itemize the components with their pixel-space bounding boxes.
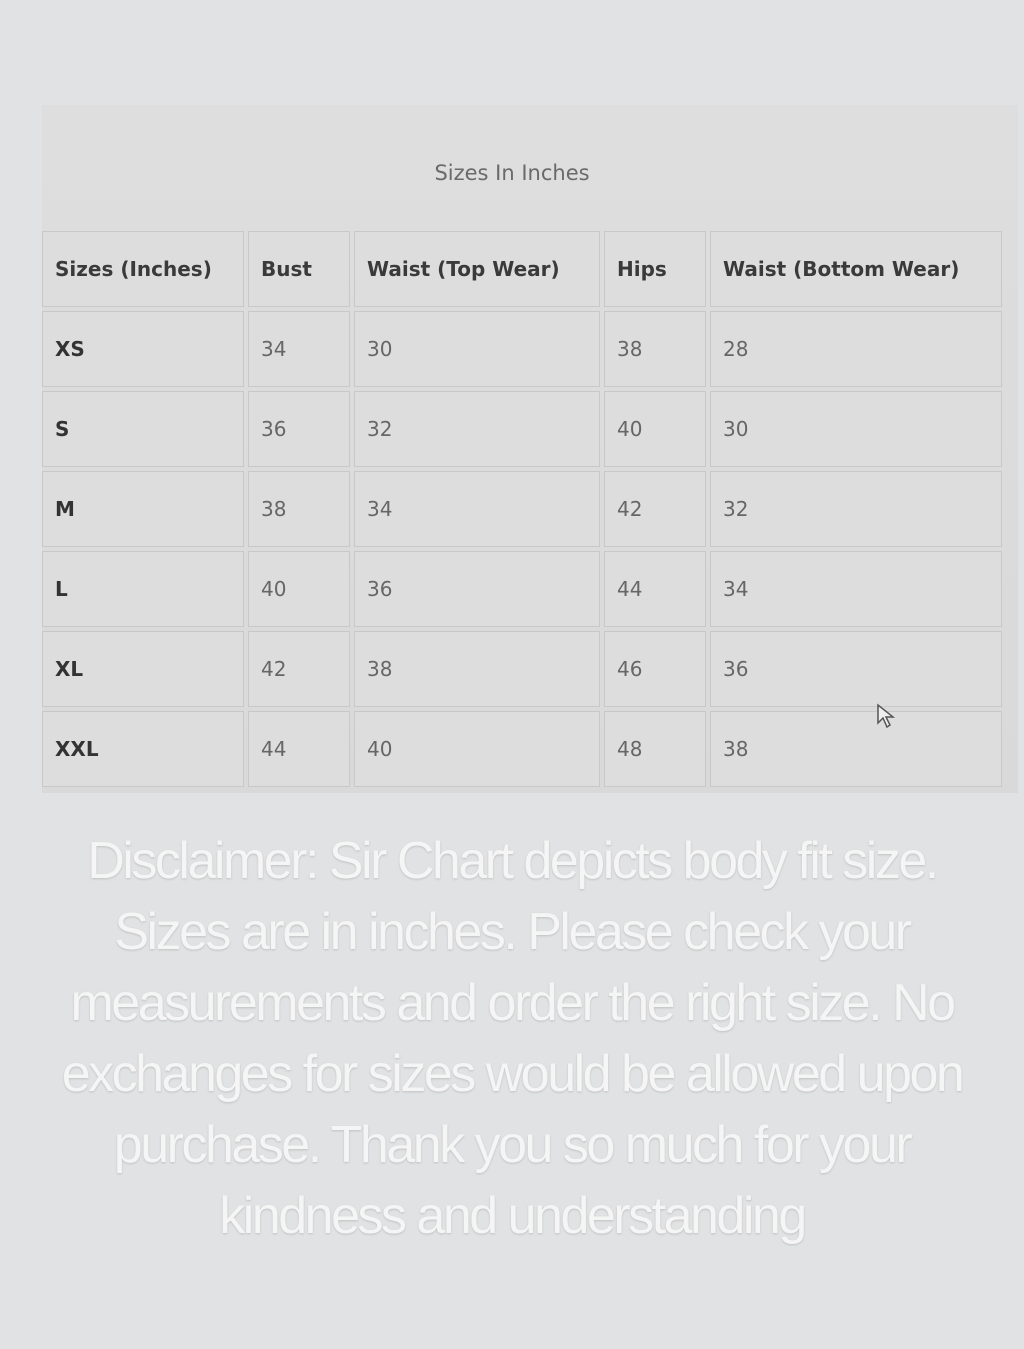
measurement-cell: 30 [710, 391, 1002, 467]
mouse-pointer-icon [876, 703, 896, 735]
disclaimer-text: Disclaimer: Sir Chart depicts body fit s… [61, 832, 965, 1245]
measurement-cell: 44 [604, 551, 706, 627]
header-cell: Hips [604, 231, 706, 307]
table-row: XL 42 38 46 36 [42, 631, 1002, 707]
measurement-cell: 34 [248, 311, 350, 387]
measurement-cell: 42 [248, 631, 350, 707]
measurement-cell: 34 [710, 551, 1002, 627]
measurement-cell: 34 [354, 471, 600, 547]
table-row: XXL 44 40 48 38 [42, 711, 1002, 787]
measurement-cell: 32 [710, 471, 1002, 547]
size-label-cell: S [42, 391, 244, 467]
measurement-cell: 38 [354, 631, 600, 707]
table-row: L 40 36 44 34 [42, 551, 1002, 627]
measurement-cell: 28 [710, 311, 1002, 387]
measurement-cell: 40 [248, 551, 350, 627]
measurement-cell: 46 [604, 631, 706, 707]
measurement-cell: 36 [354, 551, 600, 627]
header-cell: Waist (Top Wear) [354, 231, 600, 307]
measurement-cell: 38 [604, 311, 706, 387]
size-chart-photo: Sizes In Inches Sizes (Inches) Bust Wais… [42, 105, 1018, 793]
measurement-cell: 44 [248, 711, 350, 787]
measurement-cell: 40 [604, 391, 706, 467]
measurement-cell: 38 [710, 711, 1002, 787]
size-label-cell: XS [42, 311, 244, 387]
size-label-cell: XXL [42, 711, 244, 787]
table-row: M 38 34 42 32 [42, 471, 1002, 547]
header-row: Sizes (Inches) Bust Waist (Top Wear) Hip… [42, 231, 1002, 307]
table-row: XS 34 30 38 28 [42, 311, 1002, 387]
size-label-cell: L [42, 551, 244, 627]
measurement-cell: 42 [604, 471, 706, 547]
measurement-cell: 36 [248, 391, 350, 467]
table-row: S 36 32 40 30 [42, 391, 1002, 467]
header-cell: Sizes (Inches) [42, 231, 244, 307]
header-cell: Waist (Bottom Wear) [710, 231, 1002, 307]
size-label-cell: XL [42, 631, 244, 707]
size-label-cell: M [42, 471, 244, 547]
chart-title: Sizes In Inches [434, 161, 590, 185]
size-table: Sizes (Inches) Bust Waist (Top Wear) Hip… [42, 227, 1006, 791]
measurement-cell: 40 [354, 711, 600, 787]
header-cell: Bust [248, 231, 350, 307]
measurement-cell: 38 [248, 471, 350, 547]
measurement-cell: 32 [354, 391, 600, 467]
measurement-cell: 30 [354, 311, 600, 387]
measurement-cell: 48 [604, 711, 706, 787]
measurement-cell: 36 [710, 631, 1002, 707]
